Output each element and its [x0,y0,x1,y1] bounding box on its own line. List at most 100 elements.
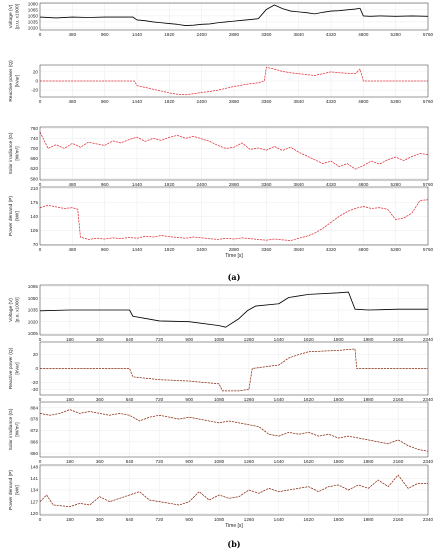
x-tick-label: 1620 [303,459,314,464]
x-tick-label: 1920 [164,247,175,252]
y-axis-label: Power demand (P) [8,196,14,236]
x-tick-label: 1800 [333,337,344,342]
x-tick-label: 3360 [261,32,272,37]
x-tick-label: 1980 [363,517,374,522]
y-axis-unit-label: [kW] [15,485,21,495]
x-tick-label: 1620 [303,397,314,402]
a-power-series-line [39,199,429,242]
x-tick-label: 1920 [164,182,175,187]
x-tick-label: 900 [185,337,193,342]
x-tick-label: 4320 [326,99,337,104]
x-tick-label: 2160 [393,397,404,402]
y-tick-label: 70 [33,242,39,247]
x-tick-label: 1980 [363,337,374,342]
x-tick-label: 1800 [333,397,344,402]
x-tick-label: 1440 [132,247,143,252]
x-tick-label: 1620 [303,337,314,342]
x-tick-label: 5280 [391,247,402,252]
b-power-panel: 0 180 360 540 720 900 1080 1260 1440 1620 1800 1980… [8,464,434,522]
x-tick-label: 180 [66,397,74,402]
x-tick-label: 4320 [326,32,337,37]
x-tick-label: 1440 [274,517,285,522]
x-tick-label: 1080 [214,459,225,464]
x-tick-label: 480 [68,99,76,104]
x-tick-label: 4800 [358,182,369,187]
x-tick-label: 480 [68,247,76,252]
x-tick-label: 3840 [294,99,305,104]
x-tick-label: 1620 [303,517,314,522]
x-tick-label: 5280 [391,99,402,104]
x-tick-label: 480 [68,32,76,37]
x-tick-label: 4800 [358,247,369,252]
y-tick-label: 175 [30,200,38,205]
y-tick-label: 210 [30,186,38,191]
x-tick-label: 2160 [393,337,404,342]
y-axis-unit-label: [W/m²] [15,422,21,436]
x-tick-label: 900 [185,397,193,402]
x-tick-label: 1800 [333,459,344,464]
x-tick-label: 2400 [197,247,208,252]
y-tick-label: 127 [30,499,38,504]
y-tick-label: 0 [35,79,38,84]
y-axis-label: Voltage (V) [8,4,14,28]
x-tick-label: 1440 [274,337,285,342]
x-tick-label: 960 [101,99,109,104]
y-axis-label: Reactive power (Q) [8,347,14,389]
x-tick-label: 720 [156,517,164,522]
figure-a: 0 480 960 1440 1920 2400 2880 3360 3840 4320 4800 5… [8,1,434,282]
b-voltage-series-line [39,291,428,328]
x-tick-label: 900 [185,517,193,522]
y-axis-label: Voltage (V) [8,298,14,322]
x-tick-label: 1920 [164,99,175,104]
x-tick-label: 5760 [423,182,434,187]
b-solar-panel: 0 180 360 540 720 900 1080 1260 1440 1620 1800 1980… [8,401,434,464]
x-tick-label: 360 [96,337,104,342]
x-tick-label: 960 [101,182,109,187]
x-tick-label: 0 [39,182,42,187]
y-axis-label: Solar irradiance (G) [8,132,14,174]
x-tick-label: 720 [156,397,164,402]
plot-frame [39,341,429,396]
b-solar-series-line [39,409,429,452]
x-tick-label: 720 [156,459,164,464]
y-tick-label: 1020 [28,319,39,324]
y-axis-unit-label: [kW] [15,211,21,221]
y-tick-label: 1020 [28,26,39,31]
x-tick-label: 1260 [244,337,255,342]
x-tick-label: 0 [39,517,42,522]
x-tick-label: 960 [101,32,109,37]
y-tick-label: 1065 [28,7,39,12]
x-tick-label: 2160 [393,459,404,464]
x-tick-label: 960 [101,247,109,252]
x-tick-label: 0 [39,337,42,342]
plot-frame [39,2,429,31]
x-tick-label: 2880 [229,247,240,252]
a-voltage-series-line [39,4,429,26]
x-tick-label: 1800 [333,517,344,522]
y-tick-label: 20 [33,69,39,74]
plot-frame [39,64,429,98]
x-tick-label: 0 [39,99,42,104]
x-tick-label: 480 [68,182,76,187]
x-tick-label: 180 [66,337,74,342]
y-axis-label: Reactive power (Q) [8,60,14,102]
y-tick-label: 105 [30,228,38,233]
y-axis-unit-label: [p.u. x1000] [15,4,21,29]
x-tick-label: 2880 [229,182,240,187]
y-tick-label: 1035 [28,20,39,25]
y-tick-label: 1050 [28,13,39,18]
y-tick-label: 580 [30,176,38,181]
y-tick-label: 660 [30,156,38,161]
x-tick-label: 540 [126,517,134,522]
y-tick-label: 140 [30,214,38,219]
y-tick-label: 1005 [28,331,39,336]
y-tick-label: -30 [31,387,38,392]
x-tick-label: 5280 [391,32,402,37]
x-tick-label: 2340 [423,459,434,464]
x-tick-label: 0 [39,32,42,37]
plot-frame [39,186,429,246]
y-tick-label: 20 [33,352,39,357]
x-tick-label: 4320 [326,182,337,187]
x-tick-label: 2340 [423,517,434,522]
